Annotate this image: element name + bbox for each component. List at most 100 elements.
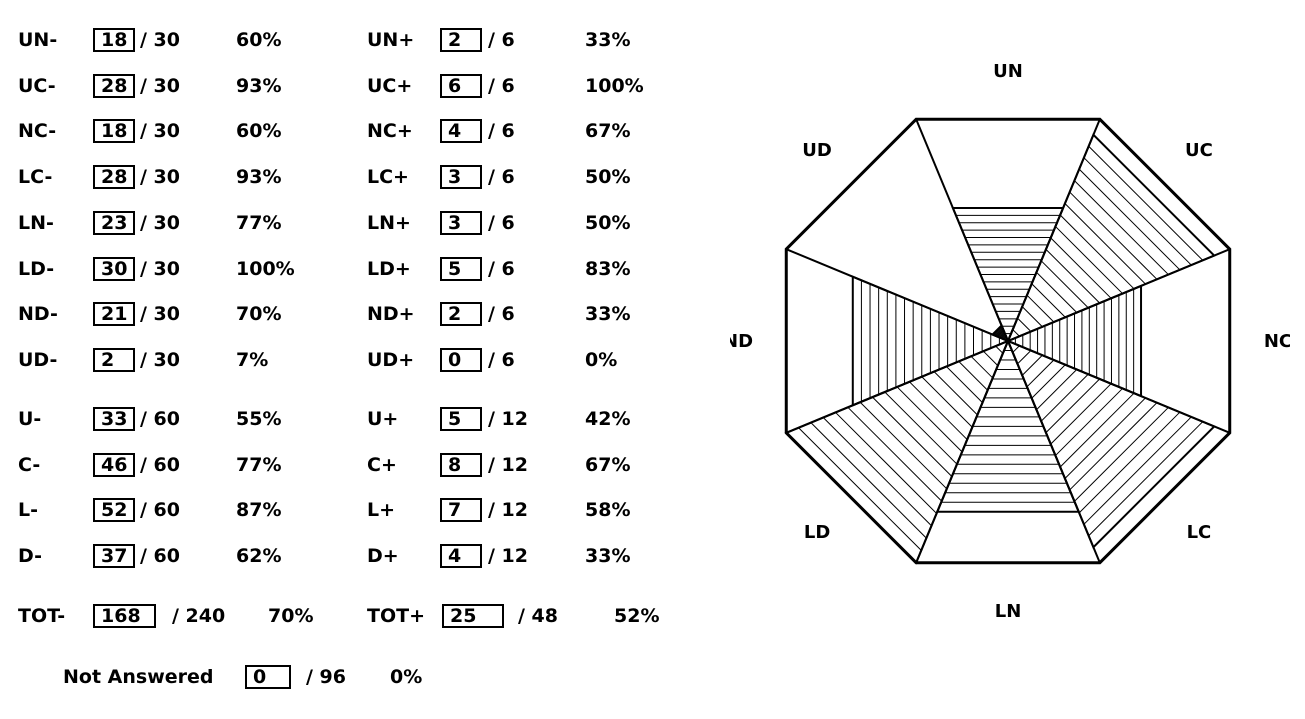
hatch-line: [1040, 373, 1089, 422]
hatch-line: [1036, 369, 1078, 411]
total-minus-input[interactable]: 168: [93, 604, 156, 628]
hatch-line: [993, 326, 1003, 336]
row-label: UD-: [18, 349, 58, 371]
score-input[interactable]: 21: [93, 302, 135, 326]
row-percent: 67%: [585, 454, 631, 476]
row-percent: 93%: [236, 75, 282, 97]
radar-spoke: [1007, 248, 1231, 342]
radar-spoke: [915, 118, 1009, 342]
score-input[interactable]: 5: [440, 257, 482, 281]
hatch-line: [921, 376, 973, 428]
score-input[interactable]: 33: [93, 407, 135, 431]
score-input[interactable]: 4: [440, 544, 482, 568]
score-input[interactable]: 37: [93, 544, 135, 568]
hatch-line: [995, 328, 1004, 337]
hatch-line: [1012, 329, 1020, 337]
radar-spoke: [785, 248, 1009, 342]
total-minus-max: / 240: [172, 605, 226, 627]
hatch-line: [997, 330, 1005, 338]
score-input[interactable]: 3: [440, 165, 482, 189]
row-label: D+: [367, 545, 399, 567]
row-max: / 30: [140, 120, 180, 142]
row-label: NC-: [18, 120, 57, 142]
row-percent: 67%: [585, 120, 631, 142]
hatch-line: [1059, 392, 1135, 468]
row-max: / 12: [488, 408, 528, 430]
row-max: / 6: [488, 120, 515, 142]
not-answered-percent: 0%: [390, 666, 423, 688]
hatch-line: [1045, 378, 1101, 434]
hatch-line: [859, 401, 948, 490]
total-plus-input[interactable]: 25: [442, 604, 504, 628]
score-input[interactable]: 52: [93, 498, 135, 522]
row-label: U-: [18, 408, 42, 430]
hatch-line: [1031, 283, 1066, 318]
score-input[interactable]: 30: [93, 257, 135, 281]
radar-spoke: [1007, 340, 1231, 434]
row-max: / 30: [140, 75, 180, 97]
row-max: / 6: [488, 75, 515, 97]
hatch-line: [835, 412, 937, 514]
row-max: / 30: [140, 258, 180, 280]
row-percent: 33%: [585, 303, 631, 325]
hatch-line: [996, 329, 1004, 337]
hatch-line: [946, 366, 983, 403]
not-answered-input[interactable]: 0: [245, 665, 291, 689]
score-input[interactable]: 28: [93, 74, 135, 98]
score-input[interactable]: 3: [440, 211, 482, 235]
score-input[interactable]: 0: [440, 348, 482, 372]
score-input[interactable]: 2: [440, 302, 482, 326]
score-input[interactable]: 28: [93, 165, 135, 189]
score-input[interactable]: 46: [93, 453, 135, 477]
row-max: / 6: [488, 29, 515, 51]
score-input[interactable]: 2: [440, 28, 482, 52]
row-percent: 33%: [585, 29, 631, 51]
radar-spoke: [785, 340, 1009, 434]
row-label: LN-: [18, 212, 54, 234]
row-label: LD-: [18, 258, 55, 280]
score-input[interactable]: 4: [440, 119, 482, 143]
hatch-line: [1021, 306, 1043, 328]
hatch-line: [1069, 191, 1158, 280]
row-max: / 60: [140, 408, 180, 430]
total-plus-percent: 52%: [614, 605, 660, 627]
score-input[interactable]: 8: [440, 453, 482, 477]
row-percent: 33%: [585, 545, 631, 567]
hatch-line: [1083, 416, 1192, 525]
row-label: NC+: [367, 120, 413, 142]
hatch-line: [1083, 157, 1192, 266]
hatch-line: [1026, 359, 1055, 388]
score-input[interactable]: 6: [440, 74, 482, 98]
score-input[interactable]: 18: [93, 119, 135, 143]
row-percent: 87%: [236, 499, 282, 521]
hatch-line: [1059, 214, 1135, 290]
radar-segment-nc: [1005, 284, 1143, 398]
row-label: LC+: [367, 166, 409, 188]
score-input[interactable]: 18: [93, 28, 135, 52]
row-max: / 6: [488, 166, 515, 188]
radar-segment-un: [951, 206, 1065, 344]
row-percent: 50%: [585, 212, 631, 234]
hatch-line: [1012, 345, 1020, 353]
hatch-line: [1064, 397, 1146, 479]
total-plus-label: TOT+: [367, 605, 425, 627]
hatch-line: [1055, 388, 1123, 456]
row-percent: 83%: [585, 258, 631, 280]
score-input[interactable]: 2: [93, 348, 135, 372]
score-input[interactable]: 5: [440, 407, 482, 431]
hatch-line: [1050, 237, 1112, 299]
row-max: / 12: [488, 545, 528, 567]
row-percent: 77%: [236, 212, 282, 234]
score-input[interactable]: 23: [93, 211, 135, 235]
score-input[interactable]: 7: [440, 498, 482, 522]
hatch-line: [1017, 317, 1032, 332]
hatch-line: [847, 406, 943, 502]
row-percent: 77%: [236, 454, 282, 476]
hatch-line: [994, 327, 1003, 336]
row-max: / 30: [140, 29, 180, 51]
row-label: ND+: [367, 303, 415, 325]
hatch-line: [884, 391, 958, 465]
row-label: C+: [367, 454, 397, 476]
hatch-line: [958, 361, 988, 391]
row-percent: 50%: [585, 166, 631, 188]
